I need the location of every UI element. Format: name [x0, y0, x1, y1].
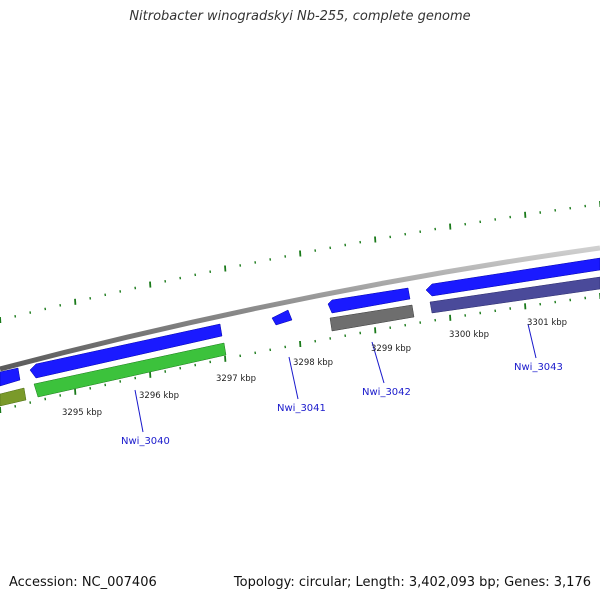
forward-cds-arrow[interactable] [327, 287, 411, 314]
accession-text: Accession: NC_007406 [9, 575, 157, 590]
scale-label: 3297 kbp [216, 374, 256, 384]
reverse-cds-arrow[interactable] [0, 387, 27, 407]
genome-backbone [0, 245, 600, 372]
forward-cds-arrow[interactable] [0, 367, 21, 387]
forward-cds-arrow[interactable] [425, 257, 600, 297]
gene-label[interactable]: Nwi_3043 [514, 362, 563, 373]
gene-label[interactable]: Nwi_3042 [362, 387, 411, 398]
scale-label: 3298 kbp [293, 358, 333, 368]
gene-label[interactable]: Nwi_3040 [121, 436, 170, 447]
outer-tick-track [0, 201, 600, 324]
map-title: Nitrobacter winogradskyi Nb-255, complet… [129, 9, 471, 24]
inner-tick-track [0, 293, 600, 414]
forward-cds-arrow[interactable] [29, 323, 223, 379]
reverse-cds-arrow[interactable] [429, 276, 600, 314]
gene-leader-line [288, 356, 299, 400]
scale-label: 3295 kbp [62, 408, 102, 418]
forward-cds-arrow[interactable] [271, 309, 293, 326]
gene-label[interactable]: Nwi_3041 [277, 403, 326, 414]
genome-summary-text: Topology: circular; Length: 3,402,093 bp… [233, 575, 591, 590]
reverse-cds-arrow[interactable] [329, 304, 415, 332]
scale-label: 3300 kbp [449, 330, 489, 340]
gene-leader-line [134, 389, 144, 433]
reverse-cds-arrow[interactable] [33, 342, 227, 398]
scale-label: 3299 kbp [371, 344, 411, 354]
scale-label: 3301 kbp [527, 318, 567, 328]
gene-leader-line [527, 323, 537, 359]
gene-leader-line [371, 341, 385, 384]
scale-label: 3296 kbp [139, 391, 179, 401]
